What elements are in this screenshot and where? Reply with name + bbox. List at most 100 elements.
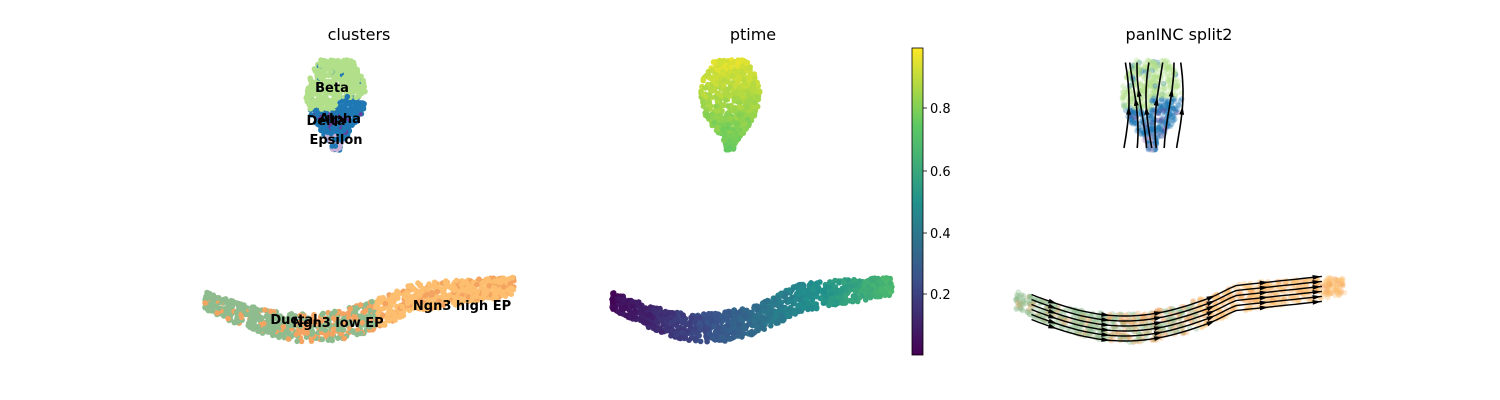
data-point	[1336, 291, 1342, 298]
data-point	[658, 329, 665, 335]
data-point	[261, 320, 267, 327]
data-point	[1323, 289, 1330, 295]
data-point	[351, 62, 357, 68]
data-point	[727, 145, 733, 152]
data-point	[746, 321, 752, 327]
colorbar-tick-label: 0.2	[930, 288, 951, 303]
data-point	[481, 290, 487, 297]
data-point	[763, 316, 769, 322]
data-point	[245, 322, 251, 329]
data-point	[448, 283, 455, 290]
data-point	[632, 308, 638, 315]
data-point	[351, 80, 357, 87]
data-point	[330, 103, 336, 109]
data-point	[787, 298, 793, 305]
data-point	[411, 286, 418, 292]
data-point	[443, 278, 449, 284]
data-point	[424, 286, 431, 292]
data-point	[725, 79, 732, 85]
data-point	[424, 302, 431, 309]
velocity-panel: panINC split2	[1012, 25, 1348, 346]
data-point	[1016, 301, 1023, 307]
data-point	[496, 277, 503, 284]
data-point	[458, 295, 464, 302]
data-point	[347, 306, 354, 312]
data-point	[703, 93, 709, 100]
data-point	[434, 288, 441, 295]
data-point	[839, 300, 845, 307]
data-point	[726, 138, 732, 144]
data-point	[704, 111, 710, 118]
data-point	[750, 80, 757, 87]
data-point	[610, 306, 616, 312]
data-point	[674, 324, 681, 330]
data-point	[320, 62, 327, 69]
data-point	[317, 74, 324, 81]
data-point	[369, 298, 375, 305]
data-point	[826, 284, 832, 291]
data-point	[742, 120, 748, 127]
data-point	[376, 306, 383, 313]
cluster-label-delta: Delta	[306, 114, 345, 129]
data-point	[650, 314, 656, 321]
data-point	[268, 319, 275, 326]
cluster-label-beta: Beta	[315, 81, 349, 96]
data-point	[750, 87, 757, 93]
data-point	[294, 338, 300, 345]
data-point	[702, 85, 709, 91]
data-point	[734, 95, 740, 102]
data-point	[740, 70, 746, 77]
data-point	[362, 307, 369, 314]
data-point	[453, 277, 460, 284]
data-point	[719, 117, 725, 124]
data-point	[474, 281, 480, 288]
data-point	[466, 283, 472, 290]
data-point	[777, 291, 784, 297]
data-point	[852, 294, 858, 300]
data-point	[417, 282, 424, 288]
data-point	[681, 320, 688, 327]
data-point	[241, 302, 247, 308]
data-point	[724, 322, 730, 329]
data-point	[791, 309, 798, 316]
data-point	[716, 316, 722, 323]
data-point	[735, 333, 741, 339]
data-point	[738, 131, 745, 137]
data-point	[404, 295, 410, 301]
ptime-points	[609, 57, 895, 345]
data-point	[810, 300, 816, 306]
data-point	[753, 306, 760, 312]
data-point	[744, 65, 751, 72]
data-point	[1331, 281, 1338, 287]
data-point	[342, 105, 348, 111]
data-point	[642, 320, 648, 326]
data-point	[358, 330, 364, 337]
data-point	[685, 328, 691, 334]
data-point	[801, 305, 807, 311]
data-point	[320, 96, 326, 102]
data-point	[727, 115, 733, 121]
data-point	[743, 313, 749, 320]
data-point	[311, 66, 318, 72]
data-point	[704, 338, 710, 345]
data-point	[719, 334, 726, 341]
data-point	[728, 64, 734, 70]
data-point	[692, 335, 699, 342]
colorbar-tick-label: 0.8	[930, 102, 951, 117]
data-point	[223, 298, 230, 304]
data-point	[722, 130, 728, 137]
data-point	[823, 293, 829, 300]
data-point	[340, 311, 346, 317]
data-point	[225, 305, 231, 311]
data-point	[669, 310, 676, 316]
data-point	[778, 307, 785, 314]
data-point	[827, 300, 834, 307]
data-point	[803, 296, 810, 303]
data-point	[813, 305, 820, 312]
data-point	[713, 81, 719, 88]
data-point	[887, 280, 893, 286]
data-point	[748, 331, 755, 338]
data-point	[736, 112, 743, 119]
data-point	[260, 326, 267, 333]
data-point	[832, 277, 838, 284]
